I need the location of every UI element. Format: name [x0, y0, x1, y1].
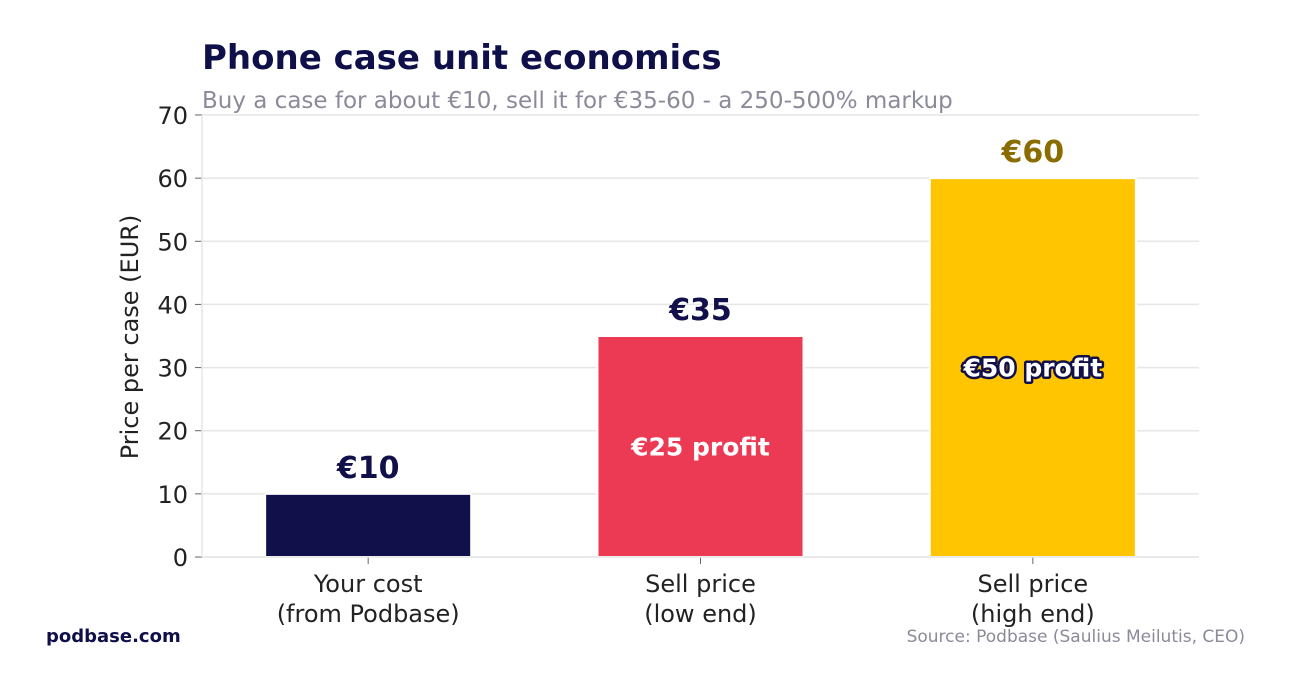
y-tick-label: 30 [157, 355, 188, 383]
bar [928, 177, 1137, 558]
profit-label: €25 profit [630, 433, 770, 462]
x-tick-label: (from Podbase) [277, 600, 460, 628]
x-tick-label: Sell price [977, 570, 1088, 598]
x-tick-label: Sell price [645, 570, 756, 598]
profit-label: €50 profit [962, 354, 1102, 383]
bar [596, 335, 805, 558]
x-tick-label: Your cost [313, 570, 423, 598]
bar [264, 492, 473, 559]
chart-title: Phone case unit economics [202, 38, 722, 78]
y-tick-label: 40 [157, 291, 188, 319]
y-tick-label: 50 [157, 228, 188, 256]
y-tick-label: 70 [157, 102, 188, 130]
brand-label: podbase.com [46, 626, 181, 647]
y-tick-label: 10 [157, 481, 188, 509]
data-label: €35 [668, 293, 732, 328]
y-axis-label: Price per case (EUR) [116, 215, 144, 460]
y-tick-label: 60 [157, 165, 188, 193]
y-tick-label: 20 [157, 418, 188, 446]
chart-subtitle: Buy a case for about €10, sell it for €3… [202, 88, 953, 114]
data-label: €60 [1001, 135, 1065, 170]
bars: €10 €35 €25 profit €60 €50 profit [264, 135, 1137, 559]
x-tick-label: (low end) [644, 600, 757, 628]
source-note: Source: Podbase (Saulius Meilutis, CEO) [906, 627, 1245, 647]
y-tick-label: 0 [173, 544, 188, 572]
x-tick-label: (high end) [971, 600, 1095, 628]
axes: 0 10 20 30 40 50 60 70 Your cost(from Podbase) Se… [157, 102, 1199, 628]
data-label: €10 [336, 451, 400, 486]
